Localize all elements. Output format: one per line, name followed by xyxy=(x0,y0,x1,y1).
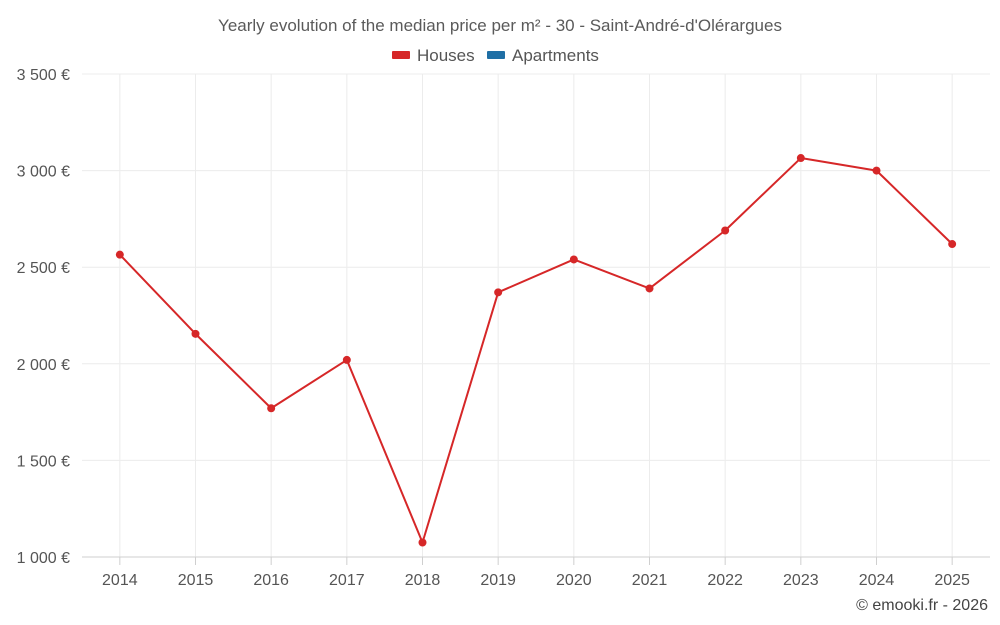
data-point-houses-2017[interactable] xyxy=(342,355,351,364)
y-tick-label: 1 000 € xyxy=(17,550,70,567)
x-tick-label: 2023 xyxy=(783,572,819,589)
x-tick-label: 2016 xyxy=(253,572,289,589)
chart-title: Yearly evolution of the median price per… xyxy=(218,16,782,35)
legend-swatch-apartments xyxy=(487,51,505,59)
legend-swatch-houses xyxy=(392,51,410,59)
x-tick-label: 2018 xyxy=(405,572,441,589)
x-tick-label: 2019 xyxy=(480,572,516,589)
grid xyxy=(82,73,990,557)
y-tick-label: 3 500 € xyxy=(17,67,70,84)
series-line-houses xyxy=(119,157,953,544)
x-tick-label: 2021 xyxy=(632,572,668,589)
data-point-houses-2020[interactable] xyxy=(569,255,578,264)
data-point-houses-2016[interactable] xyxy=(267,404,276,413)
y-tick-label: 2 500 € xyxy=(17,260,70,277)
y-tick-label: 1 500 € xyxy=(17,453,70,470)
legend-item-apartments[interactable]: Apartments xyxy=(487,46,599,65)
x-tick-label: 2020 xyxy=(556,572,592,589)
data-point-houses-2014[interactable] xyxy=(115,250,124,259)
data-point-houses-2015[interactable] xyxy=(191,329,200,338)
data-point-houses-2022[interactable] xyxy=(721,226,730,235)
y-tick-label: 3 000 € xyxy=(17,164,70,181)
series-layer xyxy=(115,154,957,547)
legend-label-apartments: Apartments xyxy=(512,46,599,65)
x-tick-label: 2025 xyxy=(934,572,970,589)
y-tick-label: 2 000 € xyxy=(17,357,70,374)
legend: Houses Apartments xyxy=(392,46,599,65)
data-point-houses-2019[interactable] xyxy=(494,288,503,297)
legend-label-houses: Houses xyxy=(417,46,475,65)
x-tick-label: 2014 xyxy=(102,572,138,589)
axes: 1 000 € 1 500 € 2 000 € 2 500 € 3 000 € 3 500… xyxy=(17,67,990,589)
data-point-houses-2018[interactable] xyxy=(418,538,427,547)
x-tick-label: 2017 xyxy=(329,572,365,589)
data-point-houses-2024[interactable] xyxy=(872,166,881,175)
data-point-houses-2023[interactable] xyxy=(796,154,805,163)
data-point-houses-2021[interactable] xyxy=(645,284,654,293)
x-tick-label: 2024 xyxy=(859,572,895,589)
x-tick-label: 2022 xyxy=(707,572,743,589)
credit-text: © emooki.fr - 2026 xyxy=(856,597,988,614)
x-tick-label: 2015 xyxy=(178,572,214,589)
data-point-houses-2025[interactable] xyxy=(948,240,957,249)
legend-item-houses[interactable]: Houses xyxy=(392,46,475,65)
